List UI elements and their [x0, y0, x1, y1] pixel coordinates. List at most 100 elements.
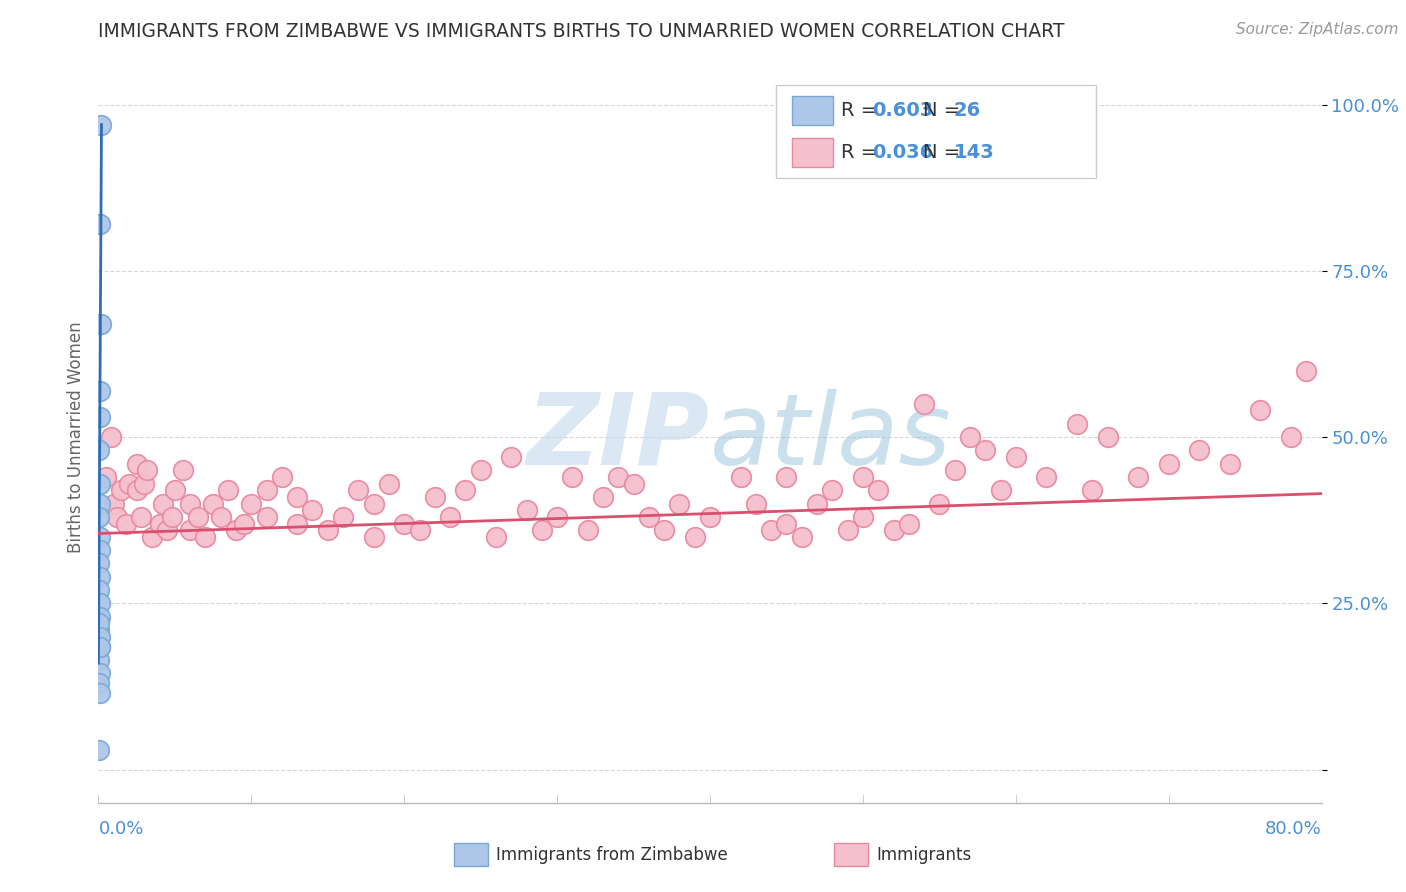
Text: 26: 26	[953, 101, 981, 120]
Point	[202, 497, 225, 511]
Point	[100, 430, 122, 444]
Point	[129, 509, 152, 524]
Text: N =: N =	[922, 144, 966, 162]
Point	[623, 476, 645, 491]
Point	[89, 476, 111, 491]
Point	[89, 616, 111, 631]
Point	[1219, 457, 1241, 471]
Point	[637, 509, 661, 524]
Point	[347, 483, 370, 498]
Point	[408, 523, 430, 537]
Point	[1128, 470, 1150, 484]
Point	[134, 476, 156, 491]
Point	[187, 509, 209, 524]
Point	[868, 483, 890, 498]
Point	[125, 483, 148, 498]
Point	[105, 509, 128, 524]
Text: Immigrants: Immigrants	[876, 846, 972, 863]
Point	[115, 516, 138, 531]
Point	[125, 457, 148, 471]
Point	[959, 430, 981, 444]
Point	[179, 523, 201, 537]
Point	[89, 570, 111, 584]
Point	[285, 516, 308, 531]
Point	[89, 557, 111, 571]
Text: 0.603: 0.603	[872, 101, 934, 120]
Point	[94, 470, 117, 484]
Point	[172, 463, 194, 477]
Point	[89, 509, 111, 524]
Point	[1249, 403, 1271, 417]
Point	[103, 497, 125, 511]
Point	[775, 470, 797, 484]
Point	[90, 118, 112, 132]
Point	[392, 516, 416, 531]
Point	[1097, 430, 1119, 444]
Point	[256, 483, 278, 498]
Point	[89, 640, 111, 654]
Point	[652, 523, 675, 537]
Point	[89, 582, 111, 597]
Point	[837, 523, 859, 537]
Point	[240, 497, 263, 511]
Point	[163, 483, 186, 498]
Point	[89, 666, 111, 681]
Point	[156, 523, 179, 537]
Point	[592, 490, 614, 504]
Point	[1279, 430, 1302, 444]
Text: Source: ZipAtlas.com: Source: ZipAtlas.com	[1236, 22, 1399, 37]
Point	[607, 470, 630, 484]
Point	[501, 450, 523, 464]
Y-axis label: Births to Unmarried Women: Births to Unmarried Women	[66, 321, 84, 553]
Text: IMMIGRANTS FROM ZIMBABWE VS IMMIGRANTS BIRTHS TO UNMARRIED WOMEN CORRELATION CHA: IMMIGRANTS FROM ZIMBABWE VS IMMIGRANTS B…	[98, 22, 1064, 41]
Point	[576, 523, 599, 537]
Point	[194, 530, 217, 544]
Point	[110, 483, 132, 498]
Point	[546, 509, 568, 524]
Point	[89, 543, 111, 558]
Point	[363, 497, 385, 511]
Point	[790, 530, 813, 544]
Point	[89, 596, 111, 610]
Point	[668, 497, 690, 511]
Point	[821, 483, 844, 498]
Text: N =: N =	[922, 101, 966, 120]
Text: Immigrants from Zimbabwe: Immigrants from Zimbabwe	[496, 846, 728, 863]
Point	[1066, 417, 1088, 431]
Point	[561, 470, 583, 484]
Point	[89, 217, 111, 231]
Point	[141, 530, 163, 544]
Point	[89, 686, 111, 700]
Point	[928, 497, 950, 511]
Point	[530, 523, 553, 537]
Point	[883, 523, 905, 537]
Point	[897, 516, 920, 531]
Point	[378, 476, 401, 491]
Point	[89, 609, 111, 624]
Text: 80.0%: 80.0%	[1265, 820, 1322, 838]
Point	[118, 476, 141, 491]
Point	[775, 516, 797, 531]
Point	[89, 742, 111, 756]
Point	[454, 483, 477, 498]
Point	[256, 509, 278, 524]
Point	[301, 503, 323, 517]
Point	[852, 470, 875, 484]
Point	[89, 410, 111, 425]
Text: 0.0%: 0.0%	[98, 820, 143, 838]
Point	[852, 509, 875, 524]
Point	[316, 523, 339, 537]
Point	[439, 509, 461, 524]
Text: 143: 143	[953, 144, 994, 162]
Point	[332, 509, 354, 524]
Point	[699, 509, 721, 524]
Point	[89, 497, 111, 511]
Point	[806, 497, 828, 511]
Point	[89, 443, 111, 458]
Point	[89, 676, 111, 690]
Point	[209, 509, 232, 524]
Point	[363, 530, 385, 544]
Point	[89, 640, 111, 654]
Point	[89, 653, 111, 667]
Point	[974, 443, 997, 458]
